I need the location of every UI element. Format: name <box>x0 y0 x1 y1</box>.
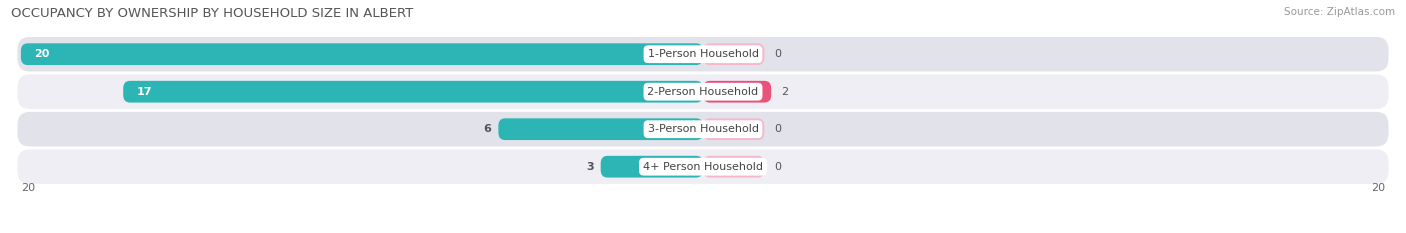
Text: 4+ Person Household: 4+ Person Household <box>643 162 763 172</box>
Text: 2-Person Household: 2-Person Household <box>647 87 759 97</box>
Text: 3: 3 <box>586 162 593 172</box>
FancyBboxPatch shape <box>17 112 1389 147</box>
FancyBboxPatch shape <box>703 81 772 103</box>
Text: Source: ZipAtlas.com: Source: ZipAtlas.com <box>1284 7 1395 17</box>
FancyBboxPatch shape <box>21 43 703 65</box>
FancyBboxPatch shape <box>703 118 765 140</box>
FancyBboxPatch shape <box>703 156 765 178</box>
FancyBboxPatch shape <box>124 81 703 103</box>
FancyBboxPatch shape <box>17 75 1389 109</box>
FancyBboxPatch shape <box>600 156 703 178</box>
Text: 6: 6 <box>484 124 492 134</box>
Text: 2: 2 <box>782 87 789 97</box>
Text: 20: 20 <box>35 49 49 59</box>
Text: 20: 20 <box>21 183 35 193</box>
FancyBboxPatch shape <box>498 118 703 140</box>
Text: 20: 20 <box>1371 183 1385 193</box>
Text: 1-Person Household: 1-Person Household <box>648 49 758 59</box>
Text: OCCUPANCY BY OWNERSHIP BY HOUSEHOLD SIZE IN ALBERT: OCCUPANCY BY OWNERSHIP BY HOUSEHOLD SIZE… <box>11 7 413 20</box>
Text: 0: 0 <box>775 124 782 134</box>
FancyBboxPatch shape <box>17 149 1389 184</box>
FancyBboxPatch shape <box>703 43 765 65</box>
Text: 3-Person Household: 3-Person Household <box>648 124 758 134</box>
FancyBboxPatch shape <box>17 37 1389 72</box>
Text: 17: 17 <box>136 87 152 97</box>
Text: 0: 0 <box>775 162 782 172</box>
Text: 0: 0 <box>775 49 782 59</box>
